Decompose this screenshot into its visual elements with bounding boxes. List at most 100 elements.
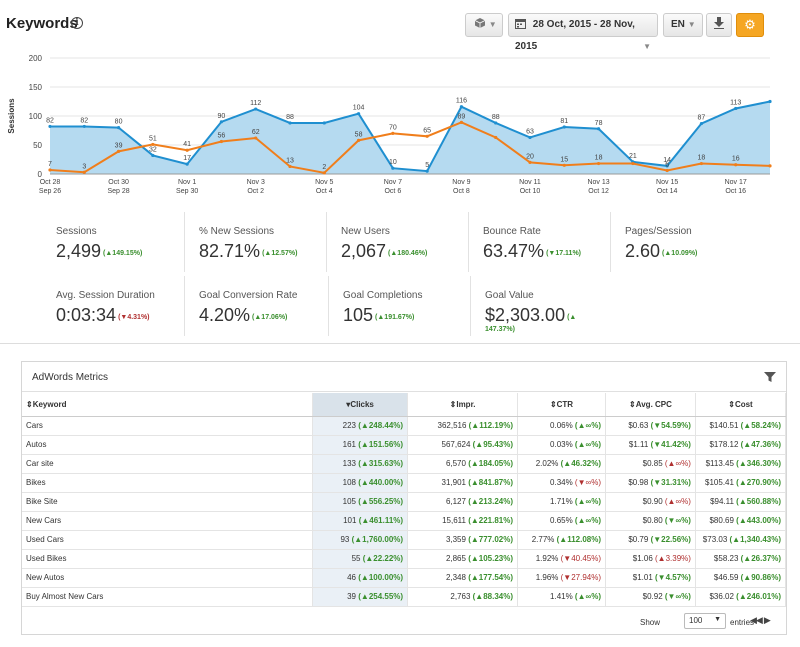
- table-row[interactable]: Autos 161 (▲151.56%) 567,624 (▲95.43%) 0.03…: [22, 435, 787, 455]
- segment-dropdown[interactable]: ▼: [465, 13, 503, 37]
- metrics-row-2: Avg. Session Duration 0:03:34 (▼4.31%) Goal…: [42, 276, 756, 340]
- page-header: Keywords i ▼ 28 Oct, 2015 - 28 Nov, 2015…: [0, 0, 800, 52]
- data-label: 112: [250, 100, 261, 107]
- page-size-select[interactable]: 100 ▼: [684, 613, 726, 629]
- keyword-cell: Bike Site: [22, 492, 314, 512]
- clicks-cell: 223 (▲248.44%): [312, 416, 409, 436]
- metric-label: Bounce Rate: [483, 226, 541, 237]
- data-label: 80: [115, 119, 123, 126]
- cost-cell: $46.59 (▲90.86%): [695, 568, 787, 588]
- metric-value-text: 82.71%: [199, 241, 261, 261]
- data-label: 21: [629, 153, 637, 160]
- data-label: 113: [730, 99, 741, 106]
- section-divider: [0, 343, 800, 344]
- data-label: 2: [322, 164, 326, 171]
- data-label: 89: [458, 113, 466, 120]
- cost-cell: $58.23 (▲26.37%): [695, 549, 787, 569]
- date-range-picker[interactable]: 28 Oct, 2015 - 28 Nov, 2015 ▼: [508, 13, 658, 52]
- data-label: 15: [560, 156, 568, 163]
- chevron-down-icon: ▼: [714, 616, 721, 623]
- impr-cell: 362,516 (▲112.19%): [407, 416, 519, 436]
- data-point: [562, 125, 566, 129]
- ctr-cell: 0.03% (▲∞%): [517, 435, 606, 455]
- next-page-icon[interactable]: ▶: [763, 615, 771, 625]
- column-header-clicks[interactable]: ▾Clicks: [312, 393, 409, 417]
- column-header-cost[interactable]: ⇕Cost: [695, 393, 787, 417]
- table-row[interactable]: Bikes 108 (▲440.00%) 31,901 (▲841.87%) 0.34…: [22, 473, 787, 493]
- data-point: [528, 160, 532, 164]
- cube-icon: [474, 18, 489, 30]
- settings-button[interactable]: ⚙: [736, 13, 764, 37]
- table-row[interactable]: Used Bikes 55 (▲22.22%) 2,865 (▲105.23%) 1.…: [22, 549, 787, 569]
- cost-cell: $140.51 (▲58.24%): [695, 416, 787, 436]
- keyword-cell: Autos: [22, 435, 314, 455]
- table-row[interactable]: Buy Almost New Cars 39 (▲254.55%) 2,763 (▲…: [22, 587, 787, 607]
- info-icon[interactable]: i: [71, 17, 83, 29]
- column-header-keyword[interactable]: ⇕Keyword: [22, 393, 314, 417]
- data-label: 32: [149, 146, 157, 153]
- adwords-metrics-panel: AdWords Metrics ⇕Keyword ▾Clicks ⇕Impr. …: [21, 361, 787, 635]
- table-row[interactable]: New Cars 101 (▲461.11%) 15,611 (▲221.81%) 0…: [22, 511, 787, 531]
- data-point: [288, 121, 292, 125]
- filter-icon[interactable]: [764, 371, 776, 383]
- y-tick-label: 50: [33, 141, 42, 150]
- data-label: 6: [665, 162, 669, 169]
- clicks-cell: 101 (▲461.11%): [312, 511, 409, 531]
- metric-value: 0:03:34 (▼4.31%): [56, 305, 184, 326]
- metric-change: (▲: [567, 314, 577, 321]
- data-point: [391, 131, 395, 135]
- data-label: 116: [456, 98, 467, 105]
- series-area-current: [50, 101, 770, 174]
- metric-value-text: 63.47%: [483, 241, 545, 261]
- cpc-cell: $0.90 (▲∞%): [605, 492, 696, 512]
- y-tick-label: 150: [29, 83, 43, 92]
- chevron-down-icon: ▼: [687, 20, 696, 29]
- keyword-cell: Used Bikes: [22, 549, 314, 569]
- metric-card: Goal Completions 105 (▲191.67%): [328, 276, 470, 336]
- chevron-down-icon: ▼: [643, 42, 651, 51]
- y-axis-label: Sessions: [7, 98, 16, 134]
- column-header-impr[interactable]: ⇕Impr.: [407, 393, 519, 417]
- cpc-cell: $0.98 (▼31.31%): [605, 473, 696, 493]
- ctr-cell: 2.77% (▲112.08%): [517, 530, 606, 550]
- data-point: [699, 121, 704, 126]
- table-row[interactable]: Car site 133 (▲315.63%) 6,570 (▲184.05%) 2.…: [22, 454, 787, 474]
- column-header-avg-cpc[interactable]: ⇕Avg. CPC: [605, 393, 696, 417]
- metric-value-text: 2.60: [625, 241, 661, 261]
- column-header-ctr[interactable]: ⇕CTR: [517, 393, 606, 417]
- metric-value: 4.20% (▲17.06%): [199, 305, 326, 326]
- table-row[interactable]: New Autos 46 (▲100.00%) 2,348 (▲177.54%) 1.…: [22, 568, 787, 588]
- sort-icon: ⇕: [549, 399, 557, 409]
- metric-change-wrap: 147.37%): [485, 326, 515, 333]
- data-label: 41: [183, 141, 191, 148]
- download-icon: [714, 17, 724, 30]
- metric-value-text: 2,067: [341, 241, 387, 261]
- pagination: ◀◀ ▶: [750, 615, 771, 626]
- table-row[interactable]: Cars 223 (▲248.44%) 362,516 (▲112.19%) 0.06…: [22, 416, 787, 436]
- data-label: 13: [286, 157, 294, 164]
- data-point: [665, 168, 669, 173]
- table-row[interactable]: Used Cars 93 (▲1,760.00%) 3,359 (▲777.02%)…: [22, 530, 787, 550]
- data-label: 104: [353, 105, 365, 112]
- data-label: 62: [252, 129, 260, 136]
- data-label: 20: [526, 153, 534, 160]
- clicks-cell: 93 (▲1,760.00%): [312, 530, 409, 550]
- download-button[interactable]: [706, 13, 732, 37]
- cpc-cell: $0.80 (▼∞%): [605, 511, 696, 531]
- metric-card: Bounce Rate 63.47% (▼17.11%): [468, 212, 610, 272]
- page-title: Keywords: [6, 15, 78, 32]
- data-label: 18: [595, 155, 603, 162]
- data-point: [356, 112, 361, 116]
- impr-cell: 6,127 (▲213.24%): [407, 492, 519, 512]
- metric-value-text: 4.20%: [199, 305, 251, 325]
- data-label: 90: [218, 113, 226, 120]
- metric-value-text: $2,303.00: [485, 305, 566, 325]
- language-dropdown[interactable]: EN ▼: [663, 13, 703, 37]
- cpc-cell: $0.79 (▼22.56%): [605, 530, 696, 550]
- data-point: [528, 135, 532, 140]
- table-row[interactable]: Bike Site 105 (▲556.25%) 6,127 (▲213.24%) 1…: [22, 492, 787, 512]
- first-page-icon[interactable]: ◀◀: [750, 615, 763, 625]
- table-footer: Show 100 ▼ entries ◀◀ ▶: [22, 610, 786, 634]
- data-label: 39: [115, 142, 123, 149]
